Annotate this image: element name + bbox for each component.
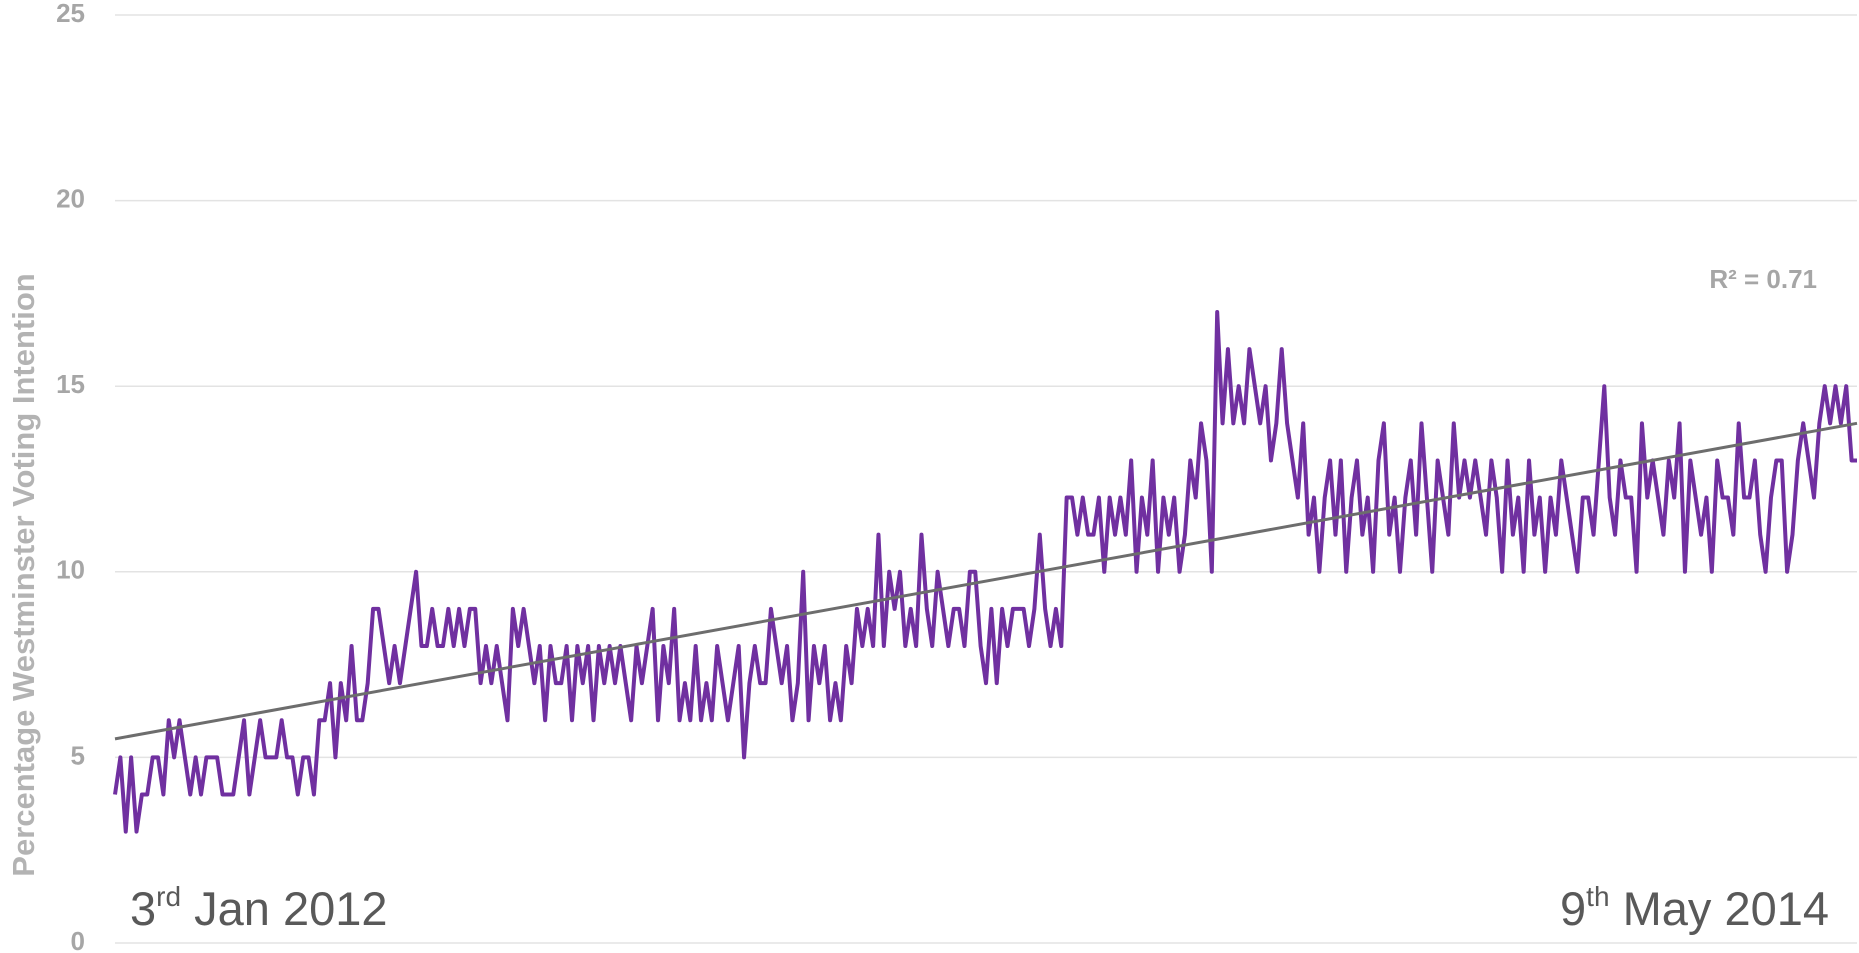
date-rest: May 2014 xyxy=(1610,882,1829,935)
y-tick-label: 10 xyxy=(56,555,85,585)
r-squared: R² = 0.71 xyxy=(1709,264,1817,294)
y-axis-label: Percentage Westminster Voting Intention xyxy=(6,273,41,876)
date-suffix: rd xyxy=(156,881,181,912)
y-tick-label: 0 xyxy=(71,926,85,953)
date-label: 9th May 2014 xyxy=(1560,881,1829,935)
data-line xyxy=(113,309,1857,834)
date-day: 9 xyxy=(1560,882,1586,935)
trend-line xyxy=(114,421,1858,741)
date-day: 3 xyxy=(130,882,156,935)
y-tick-label: 15 xyxy=(56,369,85,399)
y-tick-label: 5 xyxy=(71,740,85,770)
y-tick-label: 25 xyxy=(56,0,85,28)
y-tick-label: 20 xyxy=(56,183,85,213)
date-suffix: th xyxy=(1586,881,1609,912)
date-label: 3rd Jan 2012 xyxy=(130,881,388,935)
date-rest: Jan 2012 xyxy=(181,882,387,935)
